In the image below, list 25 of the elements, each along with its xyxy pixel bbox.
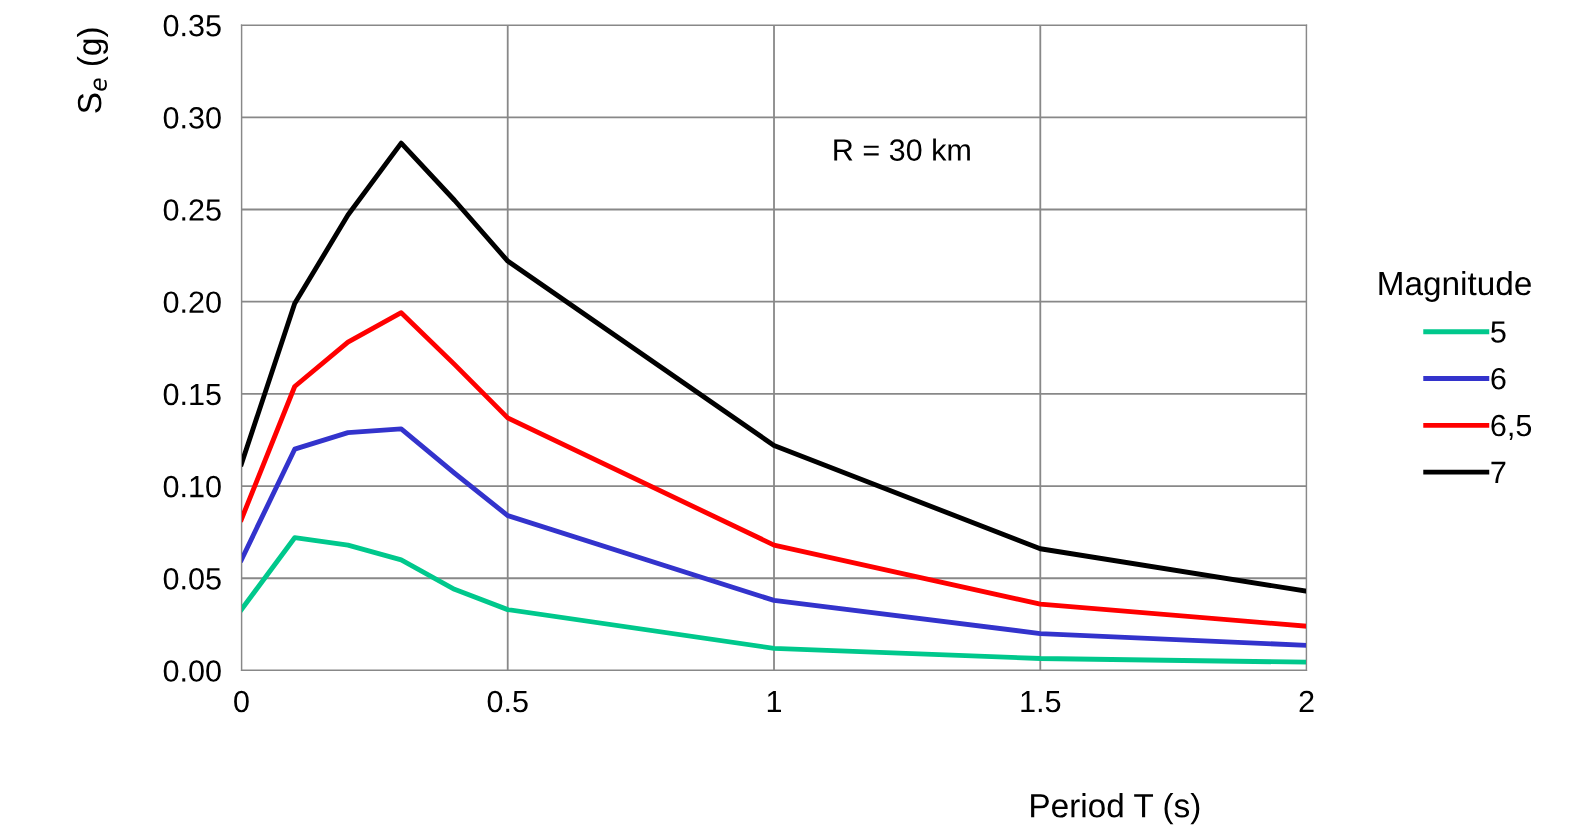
x-tick-label: 2 <box>1299 690 1314 713</box>
x-tick-label: 0.5 <box>487 690 528 713</box>
x-tick-label: 0 <box>234 690 249 713</box>
x-tick-label: 1.5 <box>1021 691 1061 713</box>
y-tick-label: 0.20 <box>163 291 221 314</box>
y-tick-label: 0.05 <box>163 568 221 590</box>
y-tick-label: 0.15 <box>163 383 221 406</box>
y-tick-label: 0.00 <box>163 660 221 682</box>
line-series <box>241 426 1307 648</box>
legend-label: 5 <box>1491 321 1506 343</box>
annotation: R = 30 km <box>834 138 970 161</box>
line-series <box>241 310 1307 629</box>
legend-label: 7 <box>1491 461 1506 483</box>
y-axis-title: S$_{e}$ (g) <box>76 28 109 113</box>
x-axis-title: Period T (s) <box>1031 793 1200 825</box>
line-series <box>241 535 1307 665</box>
legend-label: 6 <box>1491 367 1506 390</box>
line-series <box>241 140 1307 594</box>
y-tick-label: 0.10 <box>163 475 221 498</box>
y-tick-label: 0.25 <box>163 199 221 221</box>
legend-title: Magnitude <box>1379 270 1531 302</box>
x-tick-label: 1 <box>767 691 782 713</box>
y-tick-label: 0.30 <box>163 107 221 129</box>
legend-label: 6,5 <box>1491 414 1532 440</box>
y-tick-label: 0.35 <box>163 14 221 37</box>
